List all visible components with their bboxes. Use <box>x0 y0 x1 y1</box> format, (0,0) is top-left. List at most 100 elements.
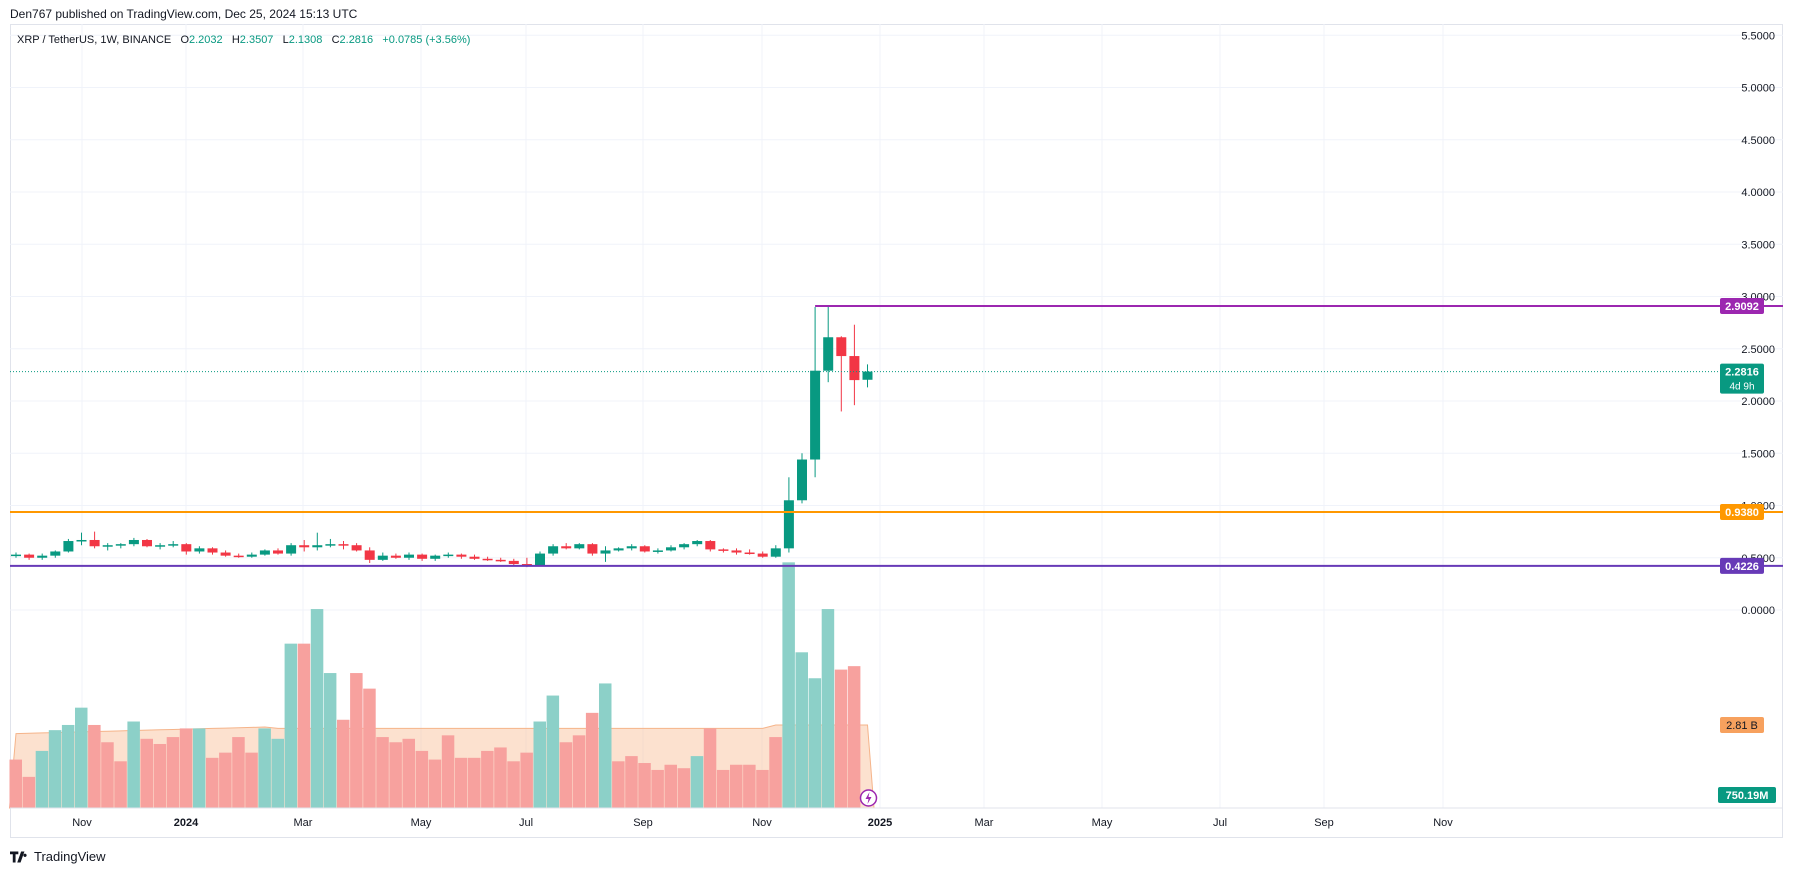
candle-body <box>24 554 35 558</box>
volume-bar <box>769 737 782 808</box>
volume-bar <box>441 735 455 808</box>
price-tick-label: 4.5000 <box>1741 135 1775 147</box>
candle-body <box>207 548 218 553</box>
candle-body <box>312 545 323 548</box>
price-tick-label: 4.0000 <box>1741 187 1775 199</box>
candle-body <box>273 550 283 554</box>
volume-bar <box>389 742 402 808</box>
candle-body <box>233 555 244 558</box>
candle-body <box>757 553 768 557</box>
symbol-legend[interactable]: XRP / TetherUS, 1W, BINANCE O2.2032 H2.3… <box>17 34 470 46</box>
volume-bar <box>756 769 769 808</box>
volume-bar <box>101 742 114 808</box>
volume-bar <box>323 673 337 808</box>
candle-body <box>246 554 257 557</box>
volume-bar <box>337 719 350 808</box>
candle-body <box>862 371 873 380</box>
candle-body <box>325 544 336 546</box>
level-label: 0.9380 <box>1725 507 1759 519</box>
volume-bar <box>363 688 376 808</box>
candle-body <box>102 545 113 547</box>
time-tick-label: Mar <box>294 817 313 829</box>
volume-bar <box>140 738 153 808</box>
price-tick-label: 1.5000 <box>1741 448 1775 460</box>
tradingview-footer[interactable]: TradingView <box>10 849 106 864</box>
volume-bar <box>35 750 49 808</box>
candle-body <box>417 554 428 559</box>
candle-body <box>194 548 205 552</box>
volume-bar <box>730 764 743 808</box>
time-tick-label: May <box>411 817 432 829</box>
candle-body <box>63 541 74 552</box>
candle-body <box>181 544 192 552</box>
candle-body <box>666 547 676 551</box>
candle-body <box>430 555 441 559</box>
volume-bar <box>127 721 140 808</box>
volume-bar <box>716 769 730 808</box>
candle-body <box>692 541 703 545</box>
volume-bar <box>703 728 717 808</box>
candle-body <box>561 546 572 549</box>
last-price-label: 2.2816 <box>1725 367 1759 379</box>
candle-body <box>443 554 454 557</box>
volume-bar <box>258 728 271 808</box>
horizontal-lines <box>10 304 1783 567</box>
price-tick-label: 5.5000 <box>1741 30 1775 42</box>
candle-body <box>731 550 742 553</box>
candle-body <box>128 539 139 545</box>
low-value: 2.1308 <box>288 34 323 46</box>
candle-body <box>89 539 100 547</box>
candle-body <box>115 544 126 546</box>
time-tick-label: Nov <box>72 817 92 829</box>
volume-bar <box>808 678 822 808</box>
time-tick-label: Nov <box>752 817 772 829</box>
volume-bar <box>821 609 835 808</box>
volume-ma-label-box <box>1720 716 1764 733</box>
open-label: O <box>180 34 189 46</box>
volume-bar <box>153 743 167 808</box>
level-label: 0.4226 <box>1725 561 1759 573</box>
candle-body <box>823 337 834 371</box>
volume-bar <box>559 742 573 808</box>
volume-bar <box>219 752 232 808</box>
volume-bar <box>284 643 298 808</box>
price-tick-label: 2.0000 <box>1741 396 1775 408</box>
change-value: +0.0785 (+3.56%) <box>382 34 471 46</box>
time-tick-label: 2025 <box>868 817 892 829</box>
candle-body <box>299 545 310 548</box>
volume-ma-label: 2.81 B <box>1726 720 1758 732</box>
volume-bar <box>179 728 193 808</box>
volume-bar <box>572 735 586 808</box>
chart-frame[interactable] <box>10 24 1783 838</box>
candle-body <box>626 546 637 549</box>
last-price-box <box>1720 363 1764 394</box>
volume-bar <box>533 721 546 808</box>
volume-bar <box>350 673 363 808</box>
volume-bar <box>206 757 219 808</box>
candle-body <box>574 544 585 549</box>
open-value: 2.2032 <box>189 34 223 46</box>
price-tick-label: 0.0000 <box>1741 605 1775 617</box>
volume-bar <box>651 769 664 808</box>
candle-body <box>338 544 349 546</box>
tradingview-logo-icon <box>10 850 27 863</box>
price-axis: 5.50005.00004.50004.00003.50003.00002.50… <box>1741 30 1775 617</box>
candle-body <box>535 553 545 566</box>
tradingview-brand: TradingView <box>34 849 106 864</box>
time-axis: Nov 2024 Mar May Jul Sep Nov 2025 Mar May Jul Sep No… <box>10 807 1783 829</box>
candle-body <box>259 550 270 555</box>
volume-bar <box>664 764 677 808</box>
candle-body <box>377 555 388 560</box>
candle-body <box>770 548 781 557</box>
candle-body <box>744 552 755 555</box>
volume-bar <box>415 750 429 808</box>
time-tick-label: Sep <box>633 817 653 829</box>
candle-body <box>168 544 179 546</box>
candle-body <box>155 545 166 547</box>
candle-body <box>495 559 506 562</box>
candle-body <box>810 370 821 460</box>
candle-body <box>587 544 598 554</box>
volume-bar <box>847 666 861 808</box>
close-label: C <box>331 34 340 46</box>
